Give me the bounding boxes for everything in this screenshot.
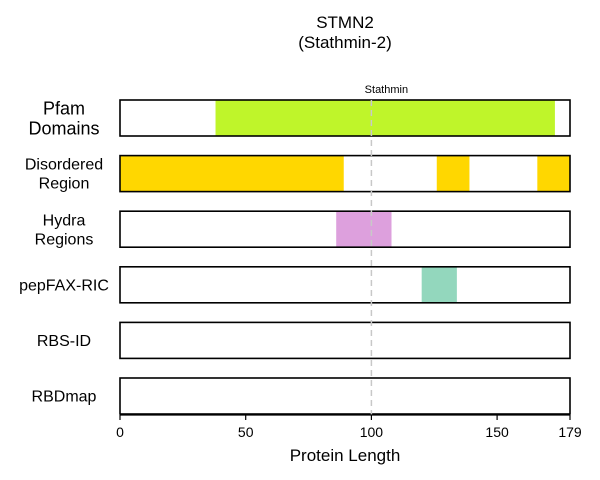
track: Disordered Region xyxy=(25,154,571,193)
feature-segment xyxy=(436,155,470,192)
track-label: Hydra xyxy=(43,212,86,229)
x-axis-label: Protein Length xyxy=(290,446,401,465)
track: pepFAX-RIC xyxy=(19,265,571,304)
track-label: Pfam xyxy=(43,98,85,118)
feature-segment xyxy=(120,155,344,192)
track: RBS-ID xyxy=(37,321,571,360)
track-label: Region xyxy=(39,176,90,193)
track-label: RBS-ID xyxy=(37,333,91,350)
feature-segment xyxy=(537,155,570,192)
track-label: Domains xyxy=(28,118,99,138)
track-frame xyxy=(119,154,571,193)
x-tick-label: 179 xyxy=(558,424,582,440)
feature-segment xyxy=(421,266,457,303)
track-label: Regions xyxy=(35,231,94,248)
title-line: (Stathmin-2) xyxy=(298,33,392,52)
chart-title: STMN2(Stathmin-2) xyxy=(298,13,392,52)
track-frame xyxy=(119,210,571,248)
x-tick-label: 150 xyxy=(485,424,509,440)
feature-segment xyxy=(215,100,555,136)
title-line: STMN2 xyxy=(316,13,374,32)
track-frame xyxy=(119,321,571,360)
x-axis: 0 50 100 150 179 Protein Length xyxy=(116,414,582,465)
track-label: RBDmap xyxy=(32,389,97,406)
track-frame xyxy=(119,377,571,415)
annotations: Stathmin xyxy=(365,84,408,415)
track: RBDmap xyxy=(32,377,571,415)
track-label: Disordered xyxy=(25,157,103,174)
track-frame xyxy=(119,265,571,304)
annotation-label: Stathmin xyxy=(365,84,408,96)
feature-segment xyxy=(336,211,392,248)
x-tick-label: 0 xyxy=(116,424,124,440)
track: Hydra Regions xyxy=(35,210,571,248)
track-label: pepFAX-RIC xyxy=(19,277,109,294)
x-tick-label: 100 xyxy=(360,424,384,440)
track-frame xyxy=(119,99,571,137)
x-tick-label: 50 xyxy=(238,424,254,440)
